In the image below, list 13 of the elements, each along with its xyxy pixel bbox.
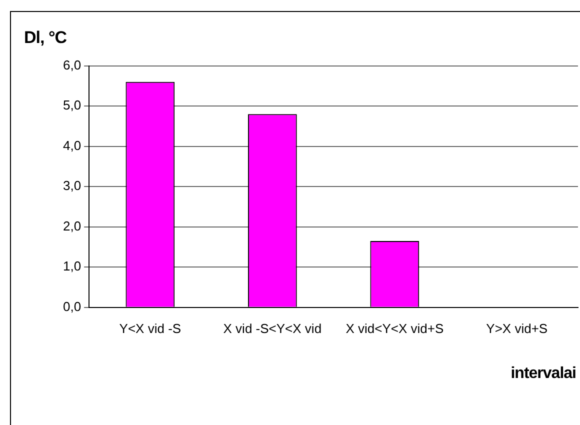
x-tick-label: Y>X vid+S	[486, 320, 548, 336]
y-tick-label: 2,0	[62, 218, 82, 234]
x-tick-label: X vid -S<Y<X vid	[223, 320, 322, 336]
x-tick-label: Y<X vid -S	[119, 320, 182, 336]
x-axis-title: intervalai	[510, 365, 576, 383]
y-tick-label: 1,0	[62, 258, 82, 274]
y-tick-label: 6,0	[62, 57, 82, 72]
y-axis-title: Dl, °C	[24, 28, 67, 48]
y-tick-label: 3,0	[62, 178, 82, 194]
x-tick-label: X vid<Y<X vid+S	[346, 320, 444, 336]
y-tick-label: 4,0	[62, 138, 82, 153]
y-tick-label: 0,0	[62, 298, 82, 314]
y-tick-label: 5,0	[62, 98, 82, 113]
